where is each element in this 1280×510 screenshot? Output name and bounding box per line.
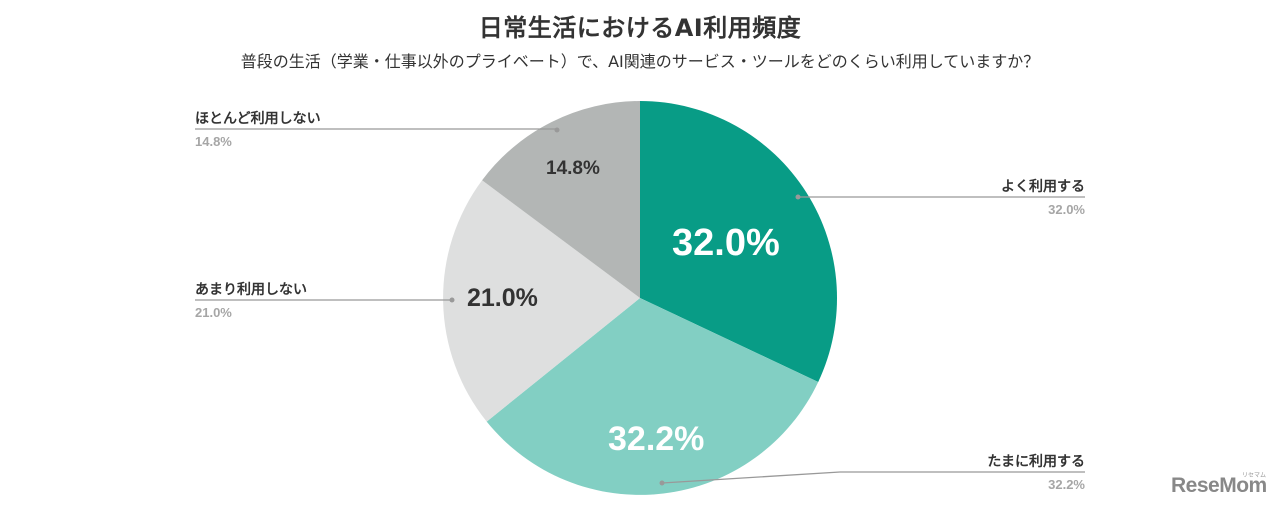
slice-sometimes[interactable] [486, 298, 819, 495]
slice-almost-never[interactable] [482, 101, 640, 298]
resemom-logo: ReseMom [1171, 474, 1267, 497]
slice-rarely[interactable] [443, 180, 640, 422]
slice-label-rarely: 21.0% [467, 284, 538, 312]
leader-dots [449, 127, 801, 486]
legend-value-often: 32.0% [1048, 202, 1085, 217]
slice-label-sometimes: 32.2% [608, 420, 705, 458]
legend-value-almost-never: 14.8% [195, 134, 232, 149]
legend-label-sometimes: たまに利用する [987, 454, 1085, 470]
legend-label-almost-never: ほとんど利用しない [195, 111, 321, 127]
slice-label-often: 32.0% [672, 222, 780, 264]
slice-label-almost-never: 14.8% [546, 158, 600, 179]
legend-label-often: よく利用する [1001, 179, 1085, 195]
slice-often[interactable] [640, 101, 838, 382]
chart-title: 日常生活におけるAI利用頻度 [478, 14, 802, 42]
legend-value-sometimes: 32.2% [1048, 477, 1085, 492]
legend-label-rarely: あまり利用しない [195, 282, 307, 298]
resemom-logo-sub: リセマム [1242, 472, 1267, 479]
legend-value-rarely: 21.0% [195, 305, 232, 320]
leader-lines [195, 128, 1085, 484]
chart-subtitle: 普段の生活（学業・仕事以外のプライベート）で、AI関連のサービス・ツールをどのく… [240, 52, 1040, 71]
